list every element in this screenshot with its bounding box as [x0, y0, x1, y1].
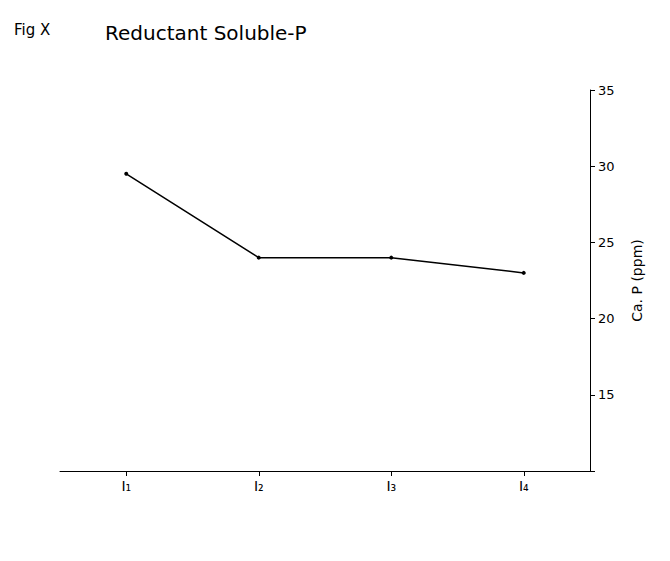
svg-text:I₃: I₃ [386, 478, 396, 494]
svg-text:I₁: I₁ [121, 478, 131, 494]
svg-text:Reductant Soluble-P: Reductant Soluble-P [105, 21, 307, 45]
svg-text:I₄: I₄ [519, 478, 529, 494]
svg-text:15: 15 [598, 387, 615, 402]
svg-text:Fig X: Fig X [14, 21, 50, 39]
svg-text:30: 30 [598, 159, 615, 174]
svg-text:Ca. P (ppm): Ca. P (ppm) [629, 239, 645, 321]
svg-text:I₂: I₂ [254, 478, 264, 494]
svg-text:35: 35 [598, 83, 615, 98]
svg-text:25: 25 [598, 235, 615, 250]
svg-text:20: 20 [598, 311, 615, 326]
